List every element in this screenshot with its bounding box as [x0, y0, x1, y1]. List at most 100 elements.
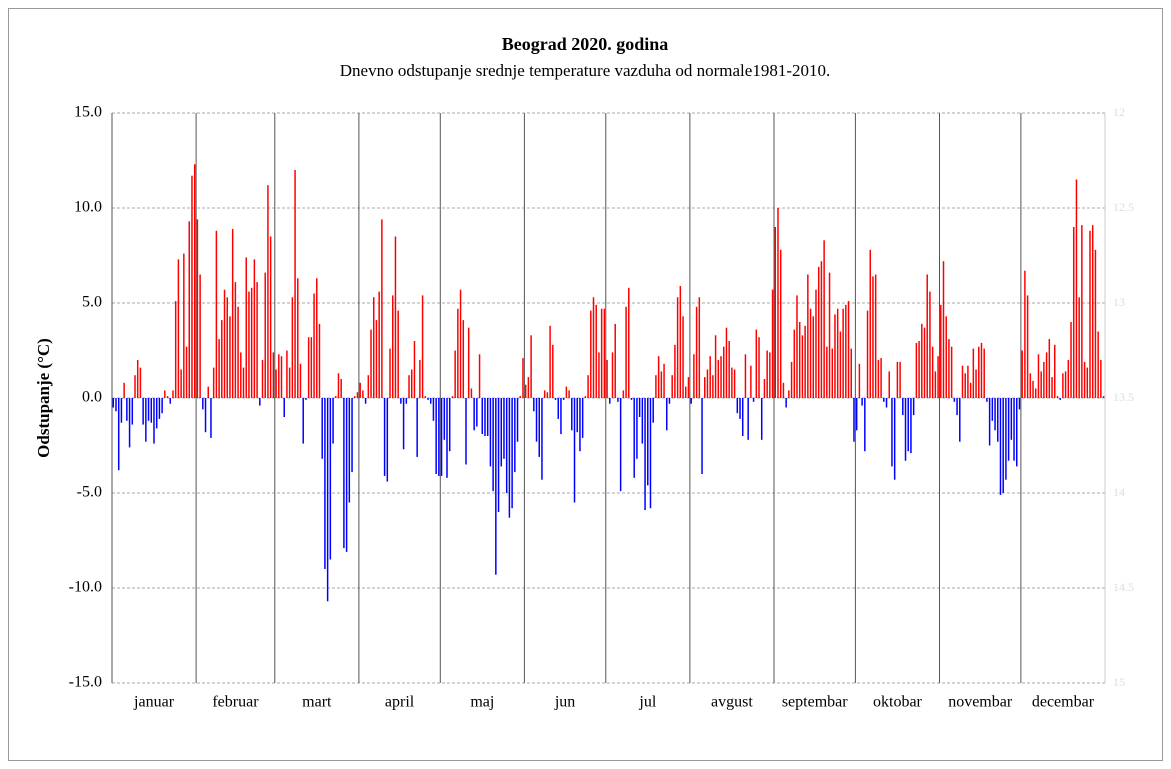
- bar: [793, 329, 796, 398]
- bar: [1035, 388, 1037, 398]
- bar: [172, 390, 174, 398]
- bar: [514, 398, 516, 473]
- bar: [581, 398, 584, 438]
- bar: [139, 367, 142, 398]
- bar: [142, 398, 144, 425]
- x-tick-label: maj: [470, 694, 494, 711]
- bar: [115, 398, 117, 412]
- bar: [1053, 344, 1056, 398]
- bar: [709, 356, 711, 398]
- bar: [541, 398, 543, 480]
- bar: [1102, 396, 1105, 398]
- x-tick-label: novembar: [948, 694, 1013, 711]
- bar: [869, 249, 871, 398]
- bar: [652, 398, 654, 423]
- bar: [598, 352, 600, 398]
- bar: [606, 360, 608, 398]
- bar: [489, 398, 492, 467]
- bar: [364, 398, 367, 404]
- bar: [706, 369, 709, 398]
- bar: [199, 274, 201, 398]
- bar: [505, 398, 508, 493]
- bar: [484, 398, 486, 436]
- bar: [204, 398, 207, 433]
- bar: [359, 382, 361, 398]
- y2-tick-label: 13: [1113, 295, 1125, 309]
- bar: [619, 398, 622, 492]
- bar: [571, 398, 573, 431]
- bar: [343, 398, 345, 549]
- bar: [722, 346, 725, 398]
- bar: [351, 398, 353, 473]
- bar: [272, 352, 275, 398]
- bar: [942, 261, 945, 398]
- bar: [893, 398, 896, 480]
- bar: [500, 398, 503, 467]
- bar: [261, 360, 264, 398]
- bar: [543, 390, 546, 398]
- bar: [899, 361, 901, 398]
- bar: [573, 398, 576, 503]
- bar: [801, 335, 804, 398]
- bar: [685, 386, 687, 398]
- bar: [278, 354, 280, 398]
- bar: [248, 291, 250, 398]
- bar: [861, 398, 863, 406]
- x-tick-label: septembar: [782, 694, 848, 711]
- bar: [763, 379, 766, 398]
- bar: [389, 348, 391, 398]
- bar: [847, 301, 850, 398]
- bar: [760, 398, 763, 440]
- bar: [1056, 396, 1059, 398]
- bar: [630, 398, 633, 400]
- y2-tick-label: 12.5: [1113, 200, 1134, 214]
- bar: [923, 327, 926, 398]
- bar: [373, 297, 375, 398]
- bar: [1072, 227, 1075, 398]
- bar: [940, 304, 942, 398]
- bar: [283, 398, 285, 417]
- bar: [155, 398, 158, 429]
- bar: [269, 236, 272, 398]
- bar: [880, 358, 882, 398]
- bar: [1078, 297, 1080, 398]
- bar: [931, 346, 934, 398]
- x-tick-label: jun: [554, 694, 575, 711]
- bar: [817, 266, 820, 398]
- bar: [836, 308, 839, 398]
- bar: [166, 396, 169, 398]
- bar: [476, 398, 478, 427]
- bar: [576, 398, 578, 433]
- bar: [367, 375, 370, 398]
- bar: [253, 259, 256, 398]
- bar: [153, 398, 155, 444]
- bar: [720, 356, 722, 398]
- bar: [950, 346, 953, 398]
- bar: [978, 346, 980, 398]
- bar: [307, 337, 310, 398]
- bar: [712, 375, 714, 398]
- bar: [986, 398, 988, 402]
- bar: [823, 240, 825, 398]
- chart-title: Beograd 2020. godina: [502, 34, 669, 54]
- y2-tick-label: 14.5: [1113, 580, 1134, 594]
- bar: [853, 398, 855, 442]
- bar: [1024, 270, 1026, 398]
- bar: [131, 398, 134, 425]
- bar: [798, 322, 801, 398]
- bar: [386, 398, 389, 482]
- bar: [967, 365, 969, 398]
- bar: [256, 282, 258, 398]
- bar: [413, 341, 416, 398]
- bar: [579, 398, 581, 452]
- bar: [112, 398, 115, 408]
- bar: [524, 384, 527, 398]
- bar: [809, 308, 812, 398]
- bar: [994, 398, 996, 431]
- bar: [313, 293, 315, 398]
- bar: [969, 382, 972, 398]
- bar: [647, 398, 649, 486]
- bar: [459, 289, 462, 398]
- bar: [687, 377, 690, 398]
